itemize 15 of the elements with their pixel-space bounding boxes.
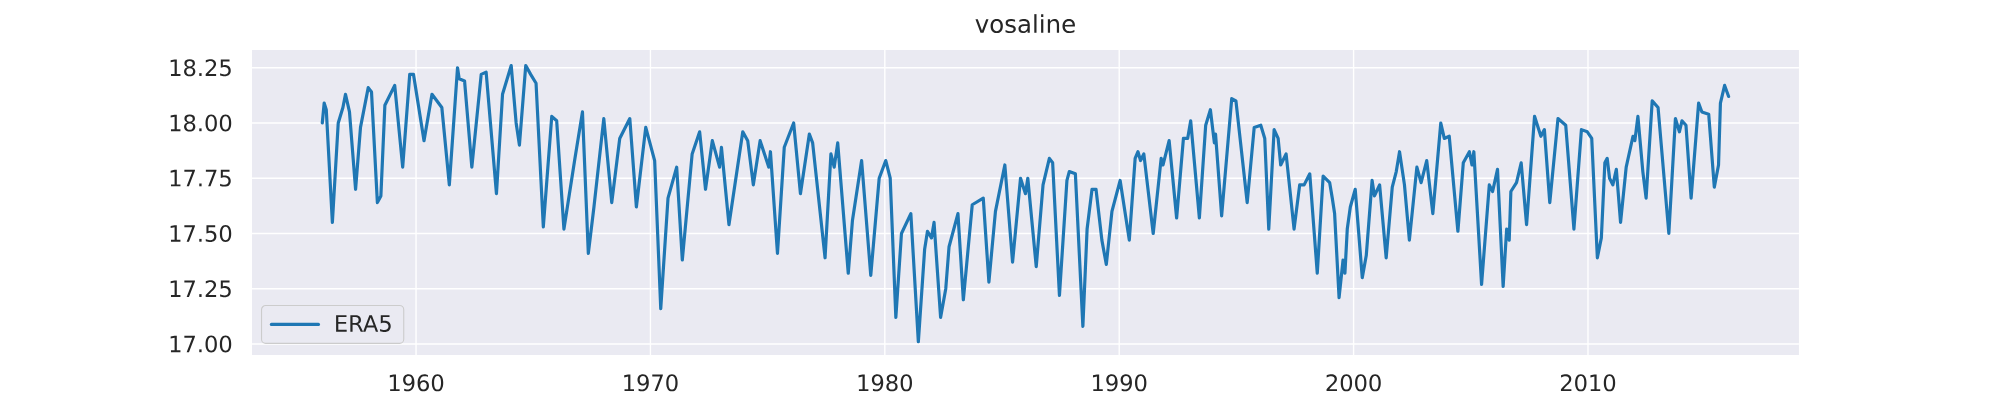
y-tick-label: 17.75 (170, 169, 231, 187)
y-tick-label: 18.25 (170, 59, 231, 77)
y-tick-label: 17.50 (170, 224, 232, 243)
x-tick-label: 1980 (858, 374, 912, 392)
y-tick-label: 17.25 (170, 280, 231, 298)
x-tick-label: 2010 (1560, 374, 1616, 392)
x-tick-label: 2000 (1326, 374, 1381, 392)
y-tick-label: 18.00 (170, 114, 232, 132)
x-tick-label: 1960 (389, 374, 444, 392)
x-tick-label: 1990 (1092, 374, 1147, 392)
chart-title: vosaline (975, 14, 1075, 34)
legend-label: ERA5 (336, 315, 391, 332)
x-tick-label: 1970 (624, 374, 678, 392)
line-series (320, 63, 1731, 344)
y-tick-label: 17.00 (170, 335, 232, 353)
